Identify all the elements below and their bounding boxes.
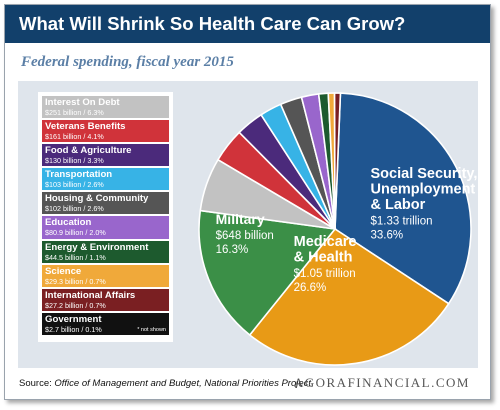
legend-value: $27.2 billion / 0.7% <box>45 300 106 310</box>
legend-item-energy-and-environment: Energy & Environment $44.5 billion / 1.1% <box>42 240 169 263</box>
legend-item-international-affairs: International Affairs $27.2 billion / 0.7… <box>42 288 169 311</box>
legend-label: International Affairs <box>45 289 136 301</box>
slice-name-line: Unemployment <box>371 181 476 197</box>
legend-item-housing-and-community: Housing & Community $102 billion / 2.6% <box>42 192 169 215</box>
legend-label: Food & Agriculture <box>45 145 132 157</box>
legend-item-science: Science $29.3 billion / 0.7% <box>42 264 169 287</box>
chart-panel: Social Security, Unemployment & Labor $1.33… <box>18 81 478 368</box>
legend-value: $161 billion / 4.1% <box>45 132 104 142</box>
legend-label: Science <box>45 265 82 277</box>
title-bar: What Will Shrink So Health Care Can Grow… <box>5 5 490 43</box>
slice-name-line: Medicare <box>294 234 357 250</box>
legend-value: $2.7 billion / 0.1% <box>45 324 102 334</box>
source-note: Source: Office of Management and Budget,… <box>19 378 311 389</box>
pie-slice-medicare-and-health <box>248 227 450 366</box>
legend-value: $102 billion / 2.6% <box>45 204 104 214</box>
legend-value: $103 billion / 2.6% <box>45 180 104 190</box>
slice-label-military: Military $648 billion 16.3% <box>216 211 274 256</box>
legend-label: Government <box>45 313 102 325</box>
brand-name: AGORAFINANCIAL.COM <box>293 375 470 390</box>
slice-label-medicare-and-health: Medicare& Health $1.05 trillion 26.6% <box>294 234 357 294</box>
slice-percent-label: 26.6% <box>294 282 327 294</box>
slice-name-line: & Health <box>294 249 353 265</box>
legend-value: $80.9 billion / 2.0% <box>45 228 106 238</box>
legend-value: $29.3 billion / 0.7% <box>45 276 106 286</box>
legend-label: Transportation <box>45 169 113 181</box>
pie-slice-military <box>198 209 337 337</box>
slice-value-label: $1.05 trillion <box>294 268 356 280</box>
legend-item-interest-on-debt: Interest On Debt $251 billion / 6.3% <box>42 96 169 119</box>
legend-not-shown-note: * not shown <box>137 326 166 333</box>
pie-chart: Social Security,Unemployment& Labor $1.33… <box>198 92 478 366</box>
chart-subtitle: Federal spending, fiscal year 2015 <box>21 54 234 70</box>
legend-item-food-and-agriculture: Food & Agriculture $130 billion / 3.3% <box>42 144 169 167</box>
legend-item-government: Government $2.7 billion / 0.1% * not shown <box>42 312 169 335</box>
legend-label: Housing & Community <box>45 193 149 205</box>
slice-name-line: Military <box>216 211 265 227</box>
legend-label: Interest On Debt <box>45 97 120 108</box>
slice-name-line: & Labor <box>371 197 426 213</box>
legend-item-transportation: Transportation $103 billion / 2.6% <box>42 168 169 191</box>
pie-slice-international-affairs <box>333 92 342 230</box>
slice-name-line: Social Security, <box>371 166 478 182</box>
legend-item-education: Education $80.9 billion / 2.0% <box>42 216 169 239</box>
infographic-card: What Will Shrink So Health Care Can Grow… <box>4 4 491 400</box>
source-text: Office of Management and Budget, Nationa… <box>54 378 312 389</box>
legend-label: Energy & Environment <box>45 241 149 253</box>
slice-value-label: $648 billion <box>216 230 274 242</box>
legend-label: Veterans Benefits <box>45 121 126 133</box>
chart-title: What Will Shrink So Health Care Can Grow… <box>19 13 406 34</box>
legend-label: Education <box>45 217 92 229</box>
legend-value: $44.5 billion / 1.1% <box>45 252 106 262</box>
legend-item-veterans-benefits: Veterans Benefits $161 billion / 4.1% <box>42 120 169 143</box>
slice-percent-label: 16.3% <box>216 244 249 256</box>
legend: Interest On Debt $251 billion / 6.3% Veter… <box>38 92 173 342</box>
legend-value: $251 billion / 6.3% <box>45 108 104 117</box>
slice-percent-label: 33.6% <box>371 229 404 241</box>
slice-label-social-security-unemployment-and-labor: Social Security,Unemployment& Labor $1.33… <box>371 166 478 242</box>
slice-value-label: $1.33 trillion <box>371 215 433 227</box>
legend-value: $130 billion / 3.3% <box>45 156 104 166</box>
source-prefix: Source: <box>19 378 55 389</box>
